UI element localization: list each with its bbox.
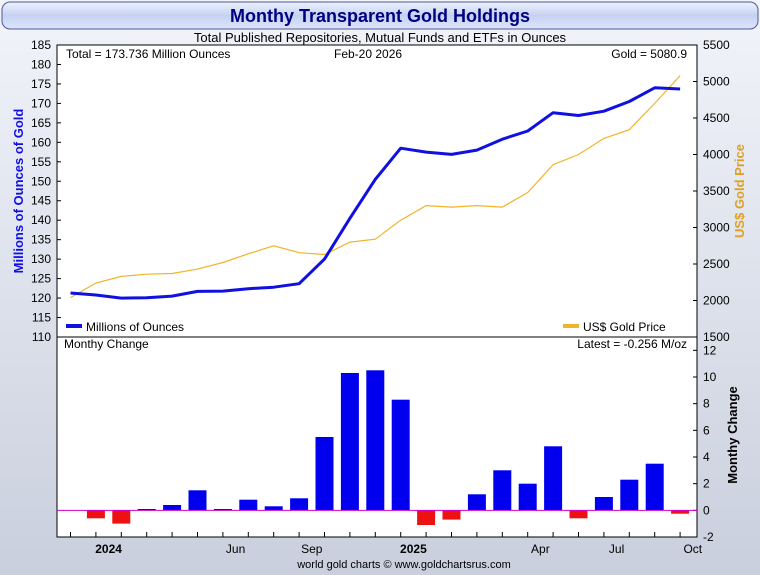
change-tick-label: 2 — [703, 477, 710, 491]
change-tick-label: 6 — [703, 423, 710, 437]
left-tick-label: 110 — [32, 330, 51, 344]
left-tick-label: 145 — [31, 194, 51, 208]
x-tick-label: Apr — [531, 542, 550, 556]
holdings-plot-area — [56, 44, 698, 338]
change-bar — [86, 510, 105, 519]
left-tick-label: 165 — [31, 116, 51, 130]
change-tick-label: 4 — [703, 450, 710, 464]
right-tick-label: 4000 — [703, 148, 730, 162]
change-bar — [493, 470, 512, 511]
change-bar — [340, 373, 359, 511]
change-bar — [594, 497, 613, 511]
change-bar — [188, 490, 207, 511]
change-bars — [86, 370, 690, 525]
x-tick-label: Oct — [683, 542, 702, 556]
left-tick-label: 150 — [31, 174, 51, 188]
change-bar — [569, 510, 588, 519]
x-tick-label: 2024 — [95, 542, 122, 556]
change-bar — [671, 510, 690, 514]
title-bar — [1, 1, 759, 30]
change-bar — [620, 479, 639, 511]
legend-holdings-label: Millions of Ounces — [86, 320, 184, 334]
date-label: Feb-20 2026 — [334, 47, 402, 61]
change-bar — [213, 509, 232, 511]
change-bar — [112, 510, 131, 524]
x-axis-ticks: 2024JunSep2025AprJulOct2026 — [70, 532, 703, 556]
left-tick-label: 120 — [31, 291, 51, 305]
chart-title: Monthy Transparent Gold Holdings — [230, 6, 530, 26]
change-bar — [518, 483, 537, 511]
left-tick-label: 160 — [31, 135, 51, 149]
x-tick-label: Jun — [226, 542, 245, 556]
change-axis-title: Monthy Change — [725, 386, 740, 484]
x-tick-label: Sep — [301, 542, 323, 556]
footer-credit: world gold charts © www.goldchartsrus.co… — [296, 559, 511, 571]
change-tick-label: 12 — [703, 343, 717, 357]
change-bar — [315, 437, 334, 511]
change-bar — [163, 505, 182, 511]
right-axis-ticks: 1500 2000 2500 3000 3500 4000 4500 5000 5500 — [693, 38, 730, 344]
change-bar — [417, 510, 436, 525]
change-tick-label: -2 — [703, 530, 714, 544]
gold-price-line — [70, 75, 681, 299]
right-tick-label: 4500 — [703, 111, 730, 125]
change-bar — [137, 509, 156, 511]
left-tick-label: 135 — [31, 233, 51, 247]
right-tick-label: 5000 — [703, 75, 730, 89]
x-tick-label: 2025 — [400, 542, 427, 556]
total-holdings-label: Total = 173.736 Million Ounces — [66, 47, 230, 61]
right-tick-label: 3000 — [703, 221, 730, 235]
change-bar — [264, 506, 283, 511]
left-axis-ticks: 110 115 120 125 130 135 140 145 150 155 160 165 170 1… — [31, 38, 61, 344]
left-tick-label: 125 — [31, 272, 51, 286]
left-tick-label: 130 — [31, 252, 51, 266]
right-tick-label: 2500 — [703, 257, 730, 271]
x-tick-label: Jul — [609, 542, 624, 556]
right-tick-label: 3500 — [703, 184, 730, 198]
change-tick-label: 10 — [703, 370, 717, 384]
left-axis-title: Millions of Ounces of Gold — [11, 109, 26, 274]
change-bar — [239, 499, 258, 511]
left-tick-label: 175 — [31, 77, 51, 91]
left-tick-label: 170 — [31, 96, 51, 110]
change-bar — [442, 510, 461, 520]
latest-change-label: Latest = -0.256 M/oz — [577, 337, 687, 351]
left-tick-label: 185 — [31, 38, 51, 52]
right-tick-label: 1500 — [703, 330, 730, 344]
change-axis-ticks: -2 0 2 4 6 8 10 12 — [693, 343, 717, 544]
right-axis-title: US$ Gold Price — [732, 144, 747, 238]
left-tick-label: 140 — [31, 213, 51, 227]
right-tick-label: 2000 — [703, 294, 730, 308]
right-tick-label: 5500 — [703, 38, 730, 52]
change-bar — [645, 463, 664, 511]
change-bar — [366, 370, 385, 511]
holdings-line — [70, 86, 681, 300]
chart-subtitle: Total Published Repositories, Mutual Fun… — [194, 30, 567, 45]
monthly-change-heading: Monthy Change — [64, 337, 149, 351]
legend-gold-label: US$ Gold Price — [583, 320, 666, 334]
gold-price-label: Gold = 5080.9 — [611, 47, 687, 61]
change-bar — [544, 446, 563, 511]
left-tick-label: 155 — [31, 155, 51, 169]
change-bar — [290, 498, 309, 511]
left-tick-label: 180 — [31, 57, 51, 71]
change-bar — [467, 494, 486, 511]
change-bar — [391, 399, 410, 511]
left-tick-label: 115 — [32, 311, 51, 325]
change-tick-label: 0 — [703, 503, 710, 517]
change-tick-label: 8 — [703, 397, 710, 411]
